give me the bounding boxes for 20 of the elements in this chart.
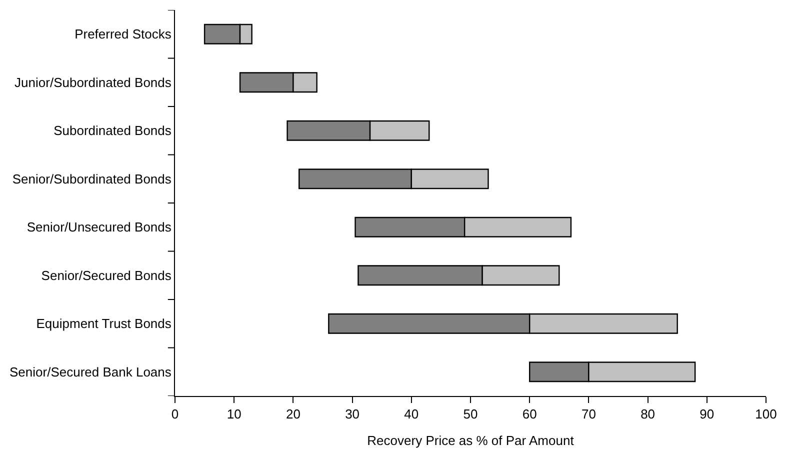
x-tick-label: 30 bbox=[345, 406, 360, 422]
y-tick-label: Senior/Unsecured Bonds bbox=[26, 220, 172, 235]
y-tick-label: Equipment Trust Bonds bbox=[36, 316, 172, 332]
x-tick-label: 40 bbox=[404, 406, 419, 422]
x-tick-label: 0 bbox=[171, 406, 179, 422]
y-tick-label: Senior/Secured Bank Loans bbox=[10, 364, 172, 380]
x-tick-label: 80 bbox=[640, 406, 656, 422]
x-tick-label: 100 bbox=[755, 406, 777, 422]
x-tick-label: 90 bbox=[700, 406, 714, 422]
x-tick-label: 70 bbox=[581, 406, 596, 422]
y-tick-label: Preferred Stocks bbox=[74, 26, 172, 42]
x-tick-label: 20 bbox=[286, 406, 300, 422]
x-axis-title: Recovery Price as % of Par Amount bbox=[367, 433, 574, 448]
y-tick-label: Subordinated Bonds bbox=[54, 123, 172, 138]
y-tick-label: Junior/Subordinated Bonds bbox=[14, 74, 172, 90]
x-tick-label: 60 bbox=[522, 406, 537, 422]
x-tick-label: 10 bbox=[226, 406, 242, 422]
y-tick-label: Senior/Subordinated Bonds bbox=[12, 171, 172, 186]
y-tick-label: Senior/Secured Bonds bbox=[41, 268, 172, 283]
x-tick-label: 50 bbox=[463, 406, 478, 422]
